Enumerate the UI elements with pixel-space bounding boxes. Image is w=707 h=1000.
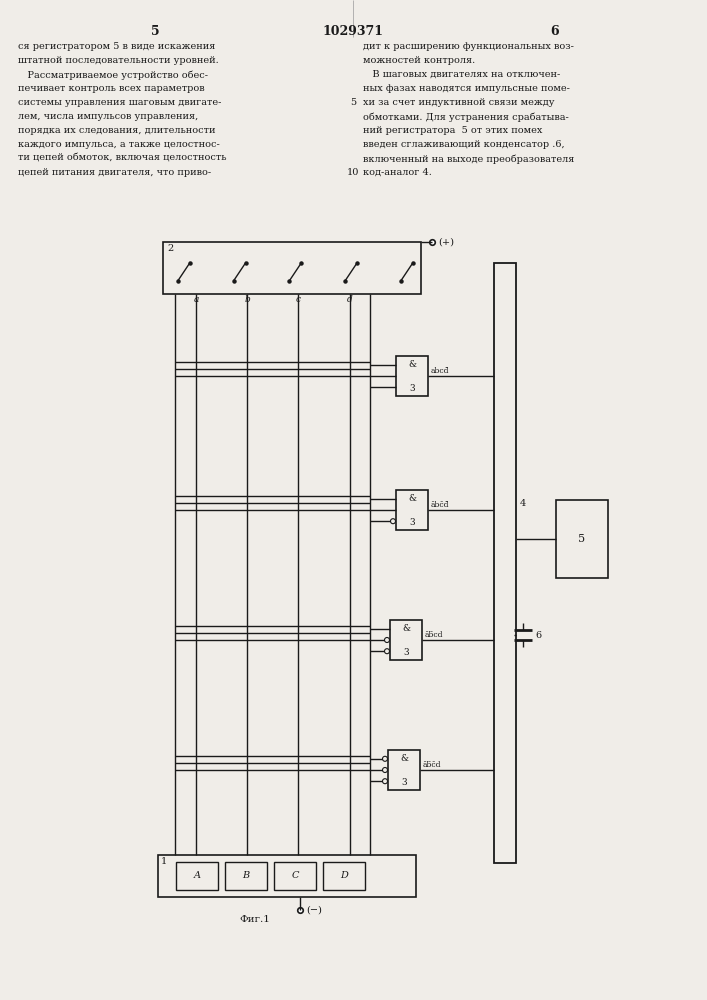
Text: системы управления шаговым двигате-: системы управления шаговым двигате- — [18, 98, 221, 107]
Text: лем, числа импульсов управления,: лем, числа импульсов управления, — [18, 112, 198, 121]
Text: &: & — [400, 754, 408, 763]
Text: 3: 3 — [409, 384, 415, 393]
Text: 6: 6 — [535, 631, 541, 640]
Bar — [158, 855, 416, 897]
Text: цепей питания двигателя, что приво-: цепей питания двигателя, что приво- — [18, 168, 211, 177]
Text: C: C — [291, 871, 299, 880]
Text: āb̄cd: āb̄cd — [425, 631, 443, 639]
Text: D: D — [340, 871, 348, 880]
Bar — [396, 490, 428, 530]
Text: B: B — [243, 871, 250, 880]
Text: каждого импульса, а также целостнос-: каждого импульса, а также целостнос- — [18, 140, 220, 149]
Text: d: d — [347, 295, 353, 304]
Text: ных фазах наводятся импульсные поме-: ных фазах наводятся импульсные поме- — [363, 84, 570, 93]
Bar — [163, 242, 421, 294]
Text: 3: 3 — [403, 648, 409, 657]
Text: печивает контроль всех параметров: печивает контроль всех параметров — [18, 84, 204, 93]
Text: введен сглаживающий конденсатор .6,: введен сглаживающий конденсатор .6, — [363, 140, 565, 149]
Text: &: & — [402, 624, 410, 633]
Text: Рассматриваемое устройство обес-: Рассматриваемое устройство обес- — [18, 70, 208, 80]
Text: a: a — [193, 295, 199, 304]
Bar — [274, 862, 316, 890]
Text: 4: 4 — [520, 498, 526, 508]
Text: &: & — [408, 494, 416, 503]
Text: хи за счет индуктивной связи между: хи за счет индуктивной связи между — [363, 98, 554, 107]
Bar — [323, 862, 365, 890]
Text: можностей контроля.: можностей контроля. — [363, 56, 475, 65]
Text: 2: 2 — [167, 244, 173, 253]
Text: включенный на выходе преобразователя: включенный на выходе преобразователя — [363, 154, 574, 163]
Text: 1: 1 — [161, 857, 168, 866]
Text: дит к расширению функциональных воз-: дит к расширению функциональных воз- — [363, 42, 574, 51]
Text: 3: 3 — [401, 778, 407, 787]
Text: обмотками. Для устранения срабатыва-: обмотками. Для устранения срабатыва- — [363, 112, 568, 121]
Bar — [390, 620, 422, 660]
Text: ся регистратором 5 в виде искажения: ся регистратором 5 в виде искажения — [18, 42, 216, 51]
Text: 5: 5 — [151, 25, 159, 38]
Bar — [494, 263, 516, 863]
Text: abcd̄: abcd̄ — [431, 367, 450, 375]
Bar — [225, 862, 267, 890]
Text: ābc̄d̄: ābc̄d̄ — [431, 501, 450, 509]
Text: (+): (+) — [438, 237, 454, 246]
Bar — [388, 750, 420, 790]
Text: В шаговых двигателях на отключен-: В шаговых двигателях на отключен- — [363, 70, 560, 79]
Text: 1029371: 1029371 — [322, 25, 383, 38]
Text: штатной последовательности уровней.: штатной последовательности уровней. — [18, 56, 218, 65]
Text: ний регистратора  5 от этих помех: ний регистратора 5 от этих помех — [363, 126, 542, 135]
Text: c: c — [296, 295, 300, 304]
Text: (−): (−) — [306, 906, 322, 914]
Text: &: & — [408, 360, 416, 369]
Bar — [556, 500, 608, 578]
Text: ти цепей обмоток, включая целостность: ти цепей обмоток, включая целостность — [18, 154, 226, 163]
Text: Фиг.1: Фиг.1 — [240, 916, 271, 924]
Text: b: b — [244, 295, 250, 304]
Text: код-аналог 4.: код-аналог 4. — [363, 168, 432, 177]
Text: 5: 5 — [350, 98, 356, 107]
Text: порядка их следования, длительности: порядка их следования, длительности — [18, 126, 216, 135]
Text: A: A — [194, 871, 201, 880]
Text: 10: 10 — [347, 168, 359, 177]
Bar — [396, 356, 428, 396]
Text: 3: 3 — [409, 518, 415, 527]
Bar — [176, 862, 218, 890]
Text: 5: 5 — [578, 534, 585, 544]
Text: āb̄c̄d: āb̄c̄d — [423, 761, 441, 769]
Text: 6: 6 — [551, 25, 559, 38]
